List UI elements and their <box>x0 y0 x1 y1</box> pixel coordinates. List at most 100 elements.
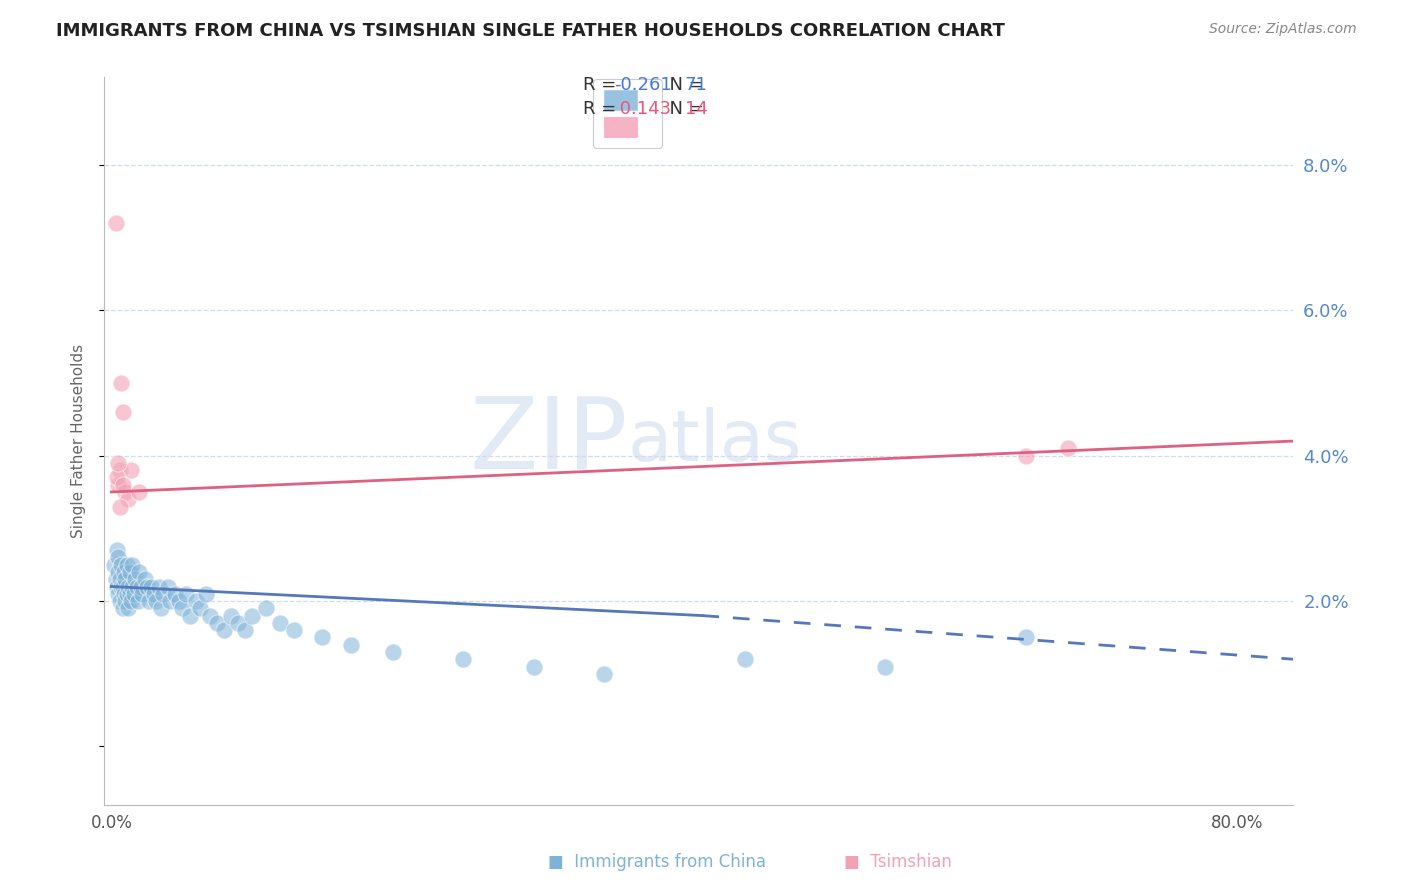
Point <box>152 587 174 601</box>
Point <box>111 601 134 615</box>
Point <box>451 652 474 666</box>
Point <box>107 456 129 470</box>
Point <box>105 543 128 558</box>
Point <box>120 463 142 477</box>
Point <box>131 587 153 601</box>
Point <box>240 608 263 623</box>
Text: ZIP: ZIP <box>470 392 627 490</box>
Point <box>198 608 221 623</box>
Point <box>117 601 139 615</box>
Point <box>734 652 756 666</box>
Point <box>148 580 170 594</box>
Point <box>1015 631 1038 645</box>
Point <box>118 587 141 601</box>
Point <box>875 659 897 673</box>
Point <box>115 587 138 601</box>
Point <box>118 565 141 579</box>
Point <box>233 623 256 637</box>
Point <box>115 558 138 572</box>
Point <box>111 580 134 594</box>
Point <box>111 405 134 419</box>
Point <box>117 492 139 507</box>
Point <box>125 580 148 594</box>
Point <box>1015 449 1038 463</box>
Point <box>108 572 131 586</box>
Y-axis label: Single Father Households: Single Father Households <box>72 344 86 538</box>
Point <box>339 638 361 652</box>
Point <box>522 659 544 673</box>
Point <box>107 477 129 491</box>
Point <box>104 572 127 586</box>
Point <box>167 594 190 608</box>
Point <box>108 463 131 477</box>
Point <box>112 587 135 601</box>
Point <box>107 550 129 565</box>
Point <box>117 580 139 594</box>
Point <box>108 500 131 514</box>
Point <box>149 601 172 615</box>
Point <box>163 587 186 601</box>
Point <box>129 580 152 594</box>
Point <box>194 587 217 601</box>
Text: R =: R = <box>583 100 623 118</box>
Point <box>1057 442 1080 456</box>
Point <box>110 580 132 594</box>
Point <box>593 666 616 681</box>
Point <box>205 615 228 630</box>
Point <box>219 608 242 623</box>
Point <box>107 587 129 601</box>
Point <box>212 623 235 637</box>
Text: N =: N = <box>658 100 710 118</box>
Point <box>108 594 131 608</box>
Point <box>226 615 249 630</box>
Point <box>311 631 333 645</box>
Point <box>170 601 193 615</box>
Point <box>112 565 135 579</box>
Point <box>105 580 128 594</box>
Point <box>254 601 277 615</box>
Point <box>159 594 181 608</box>
Point <box>110 376 132 390</box>
Point <box>139 580 162 594</box>
Legend: , : , <box>593 79 662 148</box>
Point <box>121 580 143 594</box>
Point <box>127 594 149 608</box>
Text: 71: 71 <box>685 76 707 94</box>
Point <box>103 558 125 572</box>
Point <box>120 594 142 608</box>
Text: -0.261: -0.261 <box>614 76 672 94</box>
Point <box>135 580 157 594</box>
Text: 14: 14 <box>685 100 707 118</box>
Point <box>381 645 404 659</box>
Point <box>121 558 143 572</box>
Text: atlas: atlas <box>627 407 801 475</box>
Point <box>142 587 165 601</box>
Point <box>269 615 291 630</box>
Point <box>105 470 128 484</box>
Point <box>114 594 136 608</box>
Point <box>138 594 160 608</box>
Text: Source: ZipAtlas.com: Source: ZipAtlas.com <box>1209 22 1357 37</box>
Text: R =: R = <box>583 76 623 94</box>
Text: 0.143: 0.143 <box>614 100 672 118</box>
Text: IMMIGRANTS FROM CHINA VS TSIMSHIAN SINGLE FATHER HOUSEHOLDS CORRELATION CHART: IMMIGRANTS FROM CHINA VS TSIMSHIAN SINGL… <box>56 22 1005 40</box>
Point <box>122 587 145 601</box>
Point <box>110 558 132 572</box>
Point <box>188 601 211 615</box>
Point <box>156 580 179 594</box>
Point <box>114 572 136 586</box>
Point <box>174 587 197 601</box>
Point <box>111 477 134 491</box>
Point <box>114 485 136 500</box>
Point <box>128 565 150 579</box>
Text: N =: N = <box>658 76 710 94</box>
Point <box>184 594 207 608</box>
Point <box>283 623 305 637</box>
Text: ■  Tsimshian: ■ Tsimshian <box>844 853 952 871</box>
Point <box>104 216 127 230</box>
Point <box>107 565 129 579</box>
Point <box>134 572 156 586</box>
Text: ■  Immigrants from China: ■ Immigrants from China <box>548 853 766 871</box>
Point <box>145 594 167 608</box>
Point <box>124 572 146 586</box>
